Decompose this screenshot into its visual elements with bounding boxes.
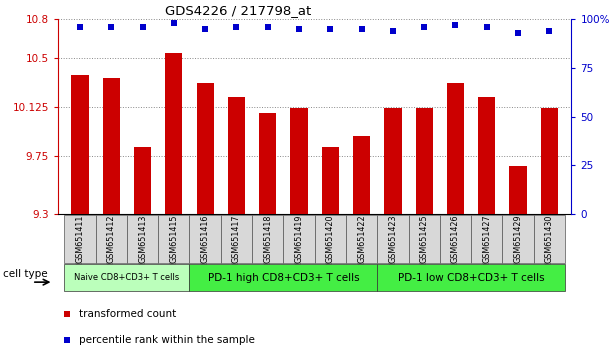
Text: GSM651417: GSM651417 xyxy=(232,215,241,263)
Bar xyxy=(541,108,558,214)
Point xyxy=(106,24,116,30)
Text: cell type: cell type xyxy=(3,269,48,279)
FancyBboxPatch shape xyxy=(64,215,95,263)
FancyBboxPatch shape xyxy=(221,215,252,263)
Bar xyxy=(71,75,89,214)
Text: GSM651429: GSM651429 xyxy=(514,215,522,263)
FancyBboxPatch shape xyxy=(377,215,409,263)
FancyBboxPatch shape xyxy=(315,215,346,263)
Text: GSM651411: GSM651411 xyxy=(75,215,84,263)
FancyBboxPatch shape xyxy=(284,215,315,263)
Point xyxy=(357,27,367,32)
Bar xyxy=(259,113,276,214)
FancyBboxPatch shape xyxy=(502,215,534,263)
Text: GSM651423: GSM651423 xyxy=(389,215,397,263)
FancyBboxPatch shape xyxy=(64,264,189,291)
Point xyxy=(137,24,147,30)
Bar xyxy=(447,83,464,214)
Text: PD-1 low CD8+CD3+ T cells: PD-1 low CD8+CD3+ T cells xyxy=(398,273,544,283)
Text: GSM651425: GSM651425 xyxy=(420,215,429,263)
FancyBboxPatch shape xyxy=(158,215,189,263)
FancyBboxPatch shape xyxy=(252,215,284,263)
Bar xyxy=(290,108,307,214)
Bar xyxy=(165,53,183,214)
FancyBboxPatch shape xyxy=(409,215,440,263)
Title: GDS4226 / 217798_at: GDS4226 / 217798_at xyxy=(164,4,311,17)
Point xyxy=(62,337,72,343)
Point xyxy=(200,27,210,32)
Point xyxy=(169,21,179,26)
Text: GSM651420: GSM651420 xyxy=(326,215,335,263)
Bar xyxy=(415,108,433,214)
Bar xyxy=(228,97,245,214)
Text: GSM651412: GSM651412 xyxy=(107,215,115,263)
Point xyxy=(294,27,304,32)
Text: GSM651413: GSM651413 xyxy=(138,215,147,263)
FancyBboxPatch shape xyxy=(377,264,565,291)
Point xyxy=(544,28,554,34)
Bar xyxy=(510,166,527,214)
FancyBboxPatch shape xyxy=(471,215,502,263)
Text: GSM651416: GSM651416 xyxy=(200,215,210,263)
Bar xyxy=(384,108,401,214)
Text: percentile rank within the sample: percentile rank within the sample xyxy=(79,335,254,345)
Bar xyxy=(353,136,370,214)
FancyBboxPatch shape xyxy=(127,215,158,263)
Point xyxy=(513,30,523,36)
Bar xyxy=(103,78,120,214)
Point xyxy=(482,24,492,30)
FancyBboxPatch shape xyxy=(346,215,377,263)
FancyBboxPatch shape xyxy=(189,215,221,263)
Bar xyxy=(478,97,496,214)
Text: GSM651426: GSM651426 xyxy=(451,215,460,263)
Point xyxy=(388,28,398,34)
Text: GSM651419: GSM651419 xyxy=(295,215,304,263)
Point xyxy=(62,312,72,317)
Point xyxy=(263,24,273,30)
Point xyxy=(232,24,241,30)
FancyBboxPatch shape xyxy=(534,215,565,263)
Text: GSM651415: GSM651415 xyxy=(169,215,178,263)
Point xyxy=(326,27,335,32)
FancyBboxPatch shape xyxy=(189,264,377,291)
Point xyxy=(75,24,85,30)
Point xyxy=(450,23,460,28)
Text: GSM651418: GSM651418 xyxy=(263,215,273,263)
Text: transformed count: transformed count xyxy=(79,309,176,320)
Text: Naive CD8+CD3+ T cells: Naive CD8+CD3+ T cells xyxy=(75,273,180,282)
Text: GSM651430: GSM651430 xyxy=(545,215,554,263)
Point xyxy=(419,24,429,30)
Bar xyxy=(134,147,151,214)
Bar xyxy=(197,83,214,214)
Text: GSM651422: GSM651422 xyxy=(357,215,366,263)
Text: GSM651427: GSM651427 xyxy=(482,215,491,263)
Bar xyxy=(322,147,339,214)
FancyBboxPatch shape xyxy=(95,215,127,263)
Text: PD-1 high CD8+CD3+ T cells: PD-1 high CD8+CD3+ T cells xyxy=(208,273,359,283)
FancyBboxPatch shape xyxy=(440,215,471,263)
